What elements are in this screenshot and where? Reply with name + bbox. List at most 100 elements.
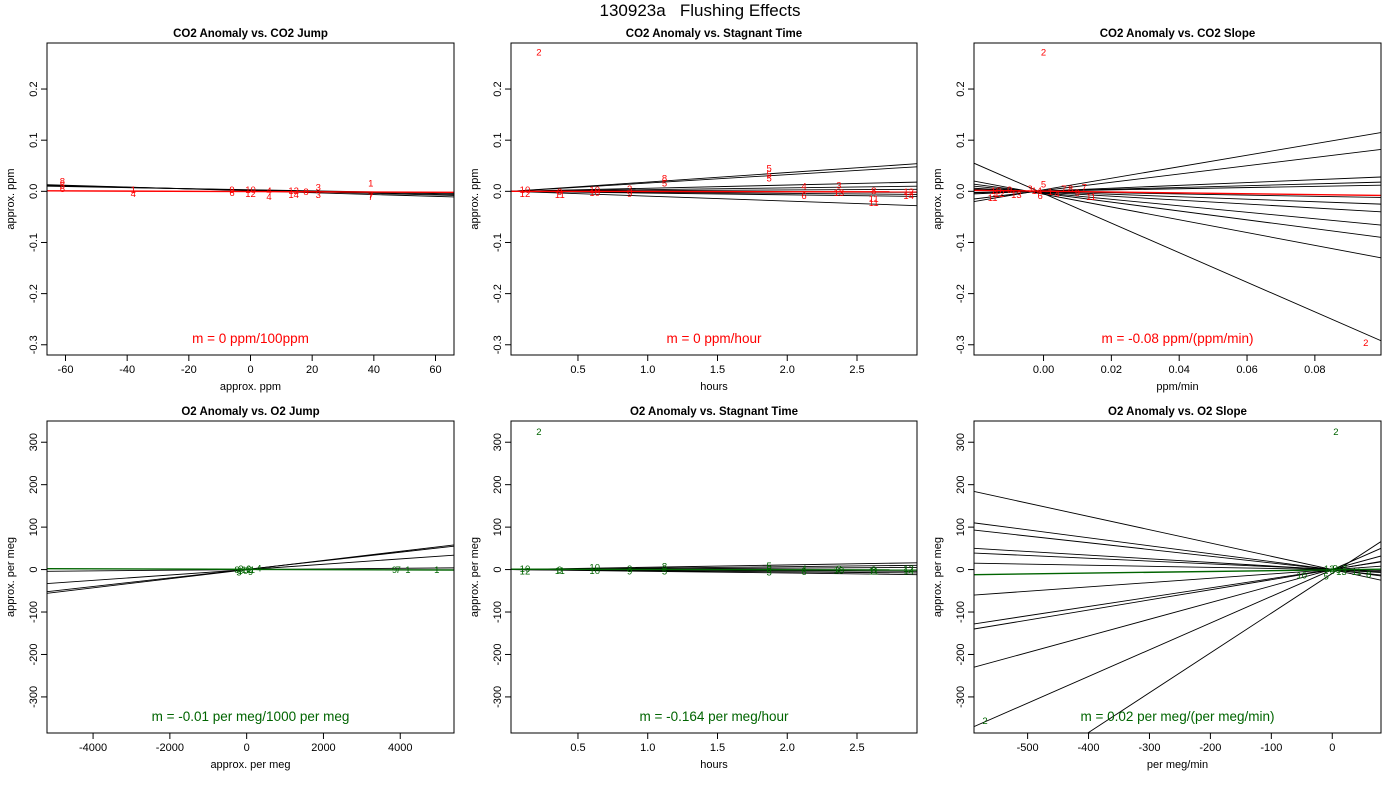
data-point: 5 (766, 561, 771, 572)
data-point: 5 (766, 564, 771, 575)
y-tick-label: -0.1 (955, 233, 967, 252)
data-point: 4 (266, 186, 271, 197)
y-tick-label: 0.0 (492, 184, 504, 199)
data-point: 3 (836, 564, 841, 575)
y-tick-label: 0.0 (955, 184, 967, 199)
x-tick-label: 0 (247, 364, 253, 376)
fit-line (974, 555, 1381, 668)
data-point: 10 (520, 564, 531, 575)
y-tick-label: -300 (28, 686, 40, 708)
fit-line (1086, 541, 1381, 733)
data-point: 12 (520, 189, 531, 200)
x-tick-label: 0.08 (1304, 364, 1325, 376)
y-tick-label: -0.2 (28, 284, 40, 303)
data-point: 9 (1333, 563, 1338, 574)
y-tick-label: -0.3 (955, 335, 967, 354)
plot-frame (510, 420, 918, 734)
data-point: 6 (801, 191, 806, 202)
fit-line (511, 185, 917, 192)
x-tick-label: 2.0 (780, 742, 795, 754)
data-point: 6 (1037, 191, 1042, 202)
data-point: 12 (288, 186, 299, 197)
data-point: 8 (1068, 184, 1073, 195)
fit-line (974, 491, 1381, 581)
data-point: 1 (405, 565, 410, 576)
data-point: 10 (589, 566, 600, 577)
y-tick-label: 0.1 (955, 133, 967, 148)
data-point: 13 (834, 188, 845, 199)
y-tick-label: 200 (955, 475, 967, 493)
data-point: 4 (131, 189, 136, 200)
y-tick-label: 0.0 (28, 184, 40, 199)
x-tick-label: -300 (1138, 742, 1160, 754)
y-tick-label: 200 (492, 475, 504, 493)
x-tick-label: 1.5 (710, 742, 725, 754)
data-point: 12 (245, 189, 256, 200)
slope-annotation: m = -0.01 per meg/1000 per meg (152, 709, 350, 724)
fit-line (974, 562, 1381, 571)
fit-line (511, 181, 917, 192)
data-point: 12 (903, 187, 914, 198)
data-point: 3 (627, 184, 632, 195)
overall-fit-line (974, 189, 1381, 197)
slope-annotation: m = 0 ppm/100ppm (192, 331, 309, 346)
data-point: 10 (589, 188, 600, 199)
data-point: 9 (1007, 185, 1012, 196)
y-tick-label: -300 (955, 686, 967, 708)
x-tick-label: 2.0 (780, 364, 795, 376)
x-tick-label: -40 (119, 364, 135, 376)
y-tick-label: 100 (28, 518, 40, 536)
data-point: 9 (248, 567, 253, 578)
y-tick-label: -0.2 (492, 284, 504, 303)
data-point: 8 (303, 187, 308, 198)
data-point: 10 (991, 186, 1002, 197)
data-point: 4 (1054, 189, 1059, 200)
data-point: 5 (60, 181, 65, 192)
x-tick-label: 2.5 (849, 742, 864, 754)
y-tick-label: 100 (955, 518, 967, 536)
x-tick-label: -20 (181, 364, 197, 376)
fit-line (974, 552, 1381, 573)
y-tick-label: 0.2 (28, 81, 40, 96)
data-point: 5 (766, 163, 771, 174)
y-tick-label: -100 (955, 601, 967, 623)
data-point: 7 (1342, 564, 1347, 575)
x-tick-label: 4000 (388, 742, 412, 754)
y-tick-label: -100 (492, 601, 504, 623)
y-tick-label: 200 (28, 475, 40, 493)
x-tick-label: 2.5 (849, 364, 864, 376)
data-point: 1 (368, 179, 373, 190)
data-point: 3 (238, 564, 243, 575)
data-point: 4 (256, 563, 261, 574)
data-point: 11 (869, 198, 879, 209)
data-point: 3 (836, 181, 841, 192)
y-tick-label: 0 (28, 567, 40, 573)
y-tick-label: 0 (492, 567, 504, 573)
data-point: 11 (869, 194, 879, 205)
data-point: 9 (627, 566, 632, 577)
data-point: 10 (589, 563, 600, 574)
data-point: 6 (60, 184, 65, 195)
data-point: 10 (589, 185, 600, 196)
data-point: 3 (316, 183, 321, 194)
data-point: 12 (520, 566, 531, 577)
plot-frame (973, 42, 1382, 356)
x-axis-label: hours (700, 759, 728, 771)
slope-annotation: m = -0.164 per meg/hour (640, 709, 789, 724)
x-axis-label: approx. per meg (210, 759, 290, 771)
data-point: 7 (368, 192, 373, 203)
x-tick-label: 0.5 (570, 364, 585, 376)
x-tick-label: -60 (58, 364, 74, 376)
y-axis-label: approx. ppm (5, 168, 17, 229)
x-tick-label: 60 (429, 364, 441, 376)
data-point: 2 (1041, 48, 1046, 59)
data-point: 14 (903, 566, 914, 577)
